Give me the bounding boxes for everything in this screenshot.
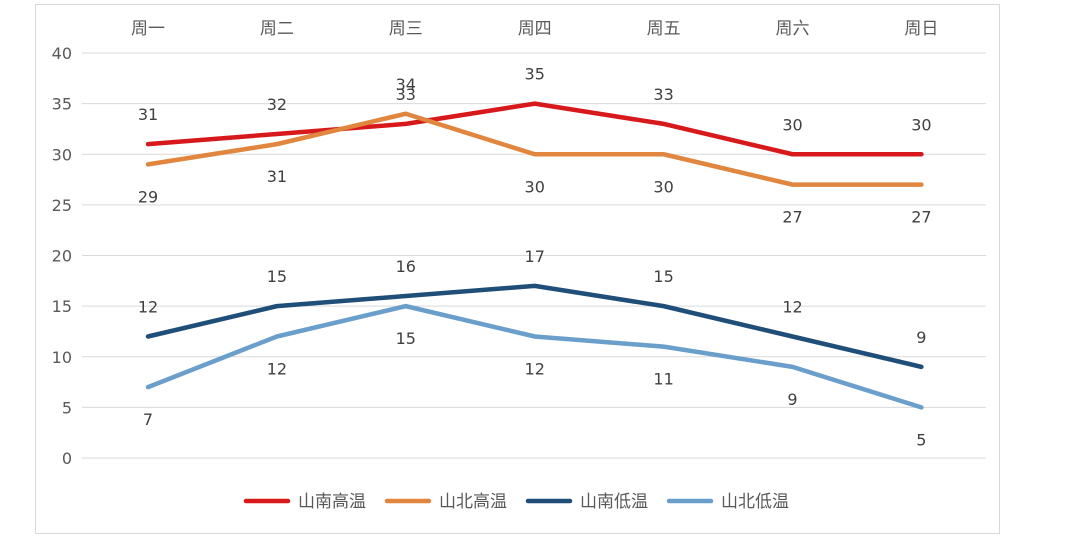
data-label: 34 (396, 75, 416, 94)
x-category-label: 周五 (647, 19, 681, 39)
series-lines (145, 101, 924, 410)
legend-label: 山南高温 (298, 492, 366, 512)
data-label: 7 (143, 410, 153, 429)
data-label: 35 (525, 65, 545, 84)
y-tick-label: 30 (52, 145, 72, 164)
data-label: 33 (653, 85, 673, 104)
data-label: 33 (396, 85, 416, 104)
data-label: 32 (267, 95, 287, 114)
data-label: 30 (525, 177, 545, 196)
data-label: 9 (916, 328, 926, 347)
legend-item[interactable]: 山南低温 (525, 492, 648, 512)
x-category-label: 周一 (131, 19, 165, 39)
data-label: 15 (653, 267, 673, 286)
data-label: 31 (138, 105, 158, 124)
y-tick-label: 0 (62, 449, 72, 468)
data-labels: 31 32 33 35 33 30 30 29 31 34 30 30 27 27 12 15 16 17 15 12… (138, 65, 932, 450)
legend-item[interactable]: 山北低温 (666, 492, 789, 512)
data-label: 30 (782, 115, 802, 134)
y-tick-label: 5 (62, 398, 72, 417)
y-tick-label: 20 (52, 247, 72, 266)
series-line-3 (145, 303, 924, 410)
data-label: 11 (653, 370, 673, 389)
x-axis-categories: 周一 周二 周三 周四 周五 周六 周日 (131, 19, 938, 39)
legend-label: 山北低温 (721, 492, 789, 512)
data-label: 30 (911, 115, 931, 134)
y-tick-label: 35 (52, 95, 72, 114)
y-tick-label: 15 (52, 297, 72, 316)
legend: 山南高温 山北高温 山南低温 山北低温 (243, 492, 789, 512)
data-label: 16 (396, 257, 416, 276)
series-line-1 (145, 111, 924, 187)
data-label: 12 (525, 360, 545, 379)
y-tick-label: 40 (52, 44, 72, 63)
legend-item[interactable]: 山北高温 (384, 492, 507, 512)
data-label: 27 (782, 208, 802, 227)
data-label: 15 (396, 329, 416, 348)
legend-item[interactable]: 山南高温 (243, 492, 366, 512)
data-label: 27 (911, 208, 931, 227)
series-line-2 (145, 283, 924, 370)
data-label: 9 (787, 390, 797, 409)
data-label: 31 (267, 167, 287, 186)
legend-label: 山北高温 (439, 492, 507, 512)
data-label: 29 (138, 187, 158, 206)
y-tick-label: 10 (52, 348, 72, 367)
x-category-label: 周六 (776, 19, 810, 39)
data-label: 15 (267, 267, 287, 286)
y-tick-label: 25 (52, 196, 72, 215)
data-label: 12 (138, 298, 158, 317)
y-axis-ticks: 0 5 10 15 20 25 30 35 40 (52, 44, 72, 468)
data-label: 12 (782, 298, 802, 317)
x-category-label: 周二 (260, 19, 294, 39)
x-category-label: 周三 (389, 19, 423, 39)
legend-label: 山南低温 (580, 492, 648, 512)
data-label: 12 (267, 360, 287, 379)
series-line-0 (145, 101, 924, 157)
data-label: 5 (916, 430, 926, 449)
data-label: 30 (653, 177, 673, 196)
x-category-label: 周日 (904, 19, 938, 39)
chart-frame (35, 4, 1000, 534)
data-label: 17 (525, 247, 545, 266)
x-category-label: 周四 (518, 19, 552, 39)
